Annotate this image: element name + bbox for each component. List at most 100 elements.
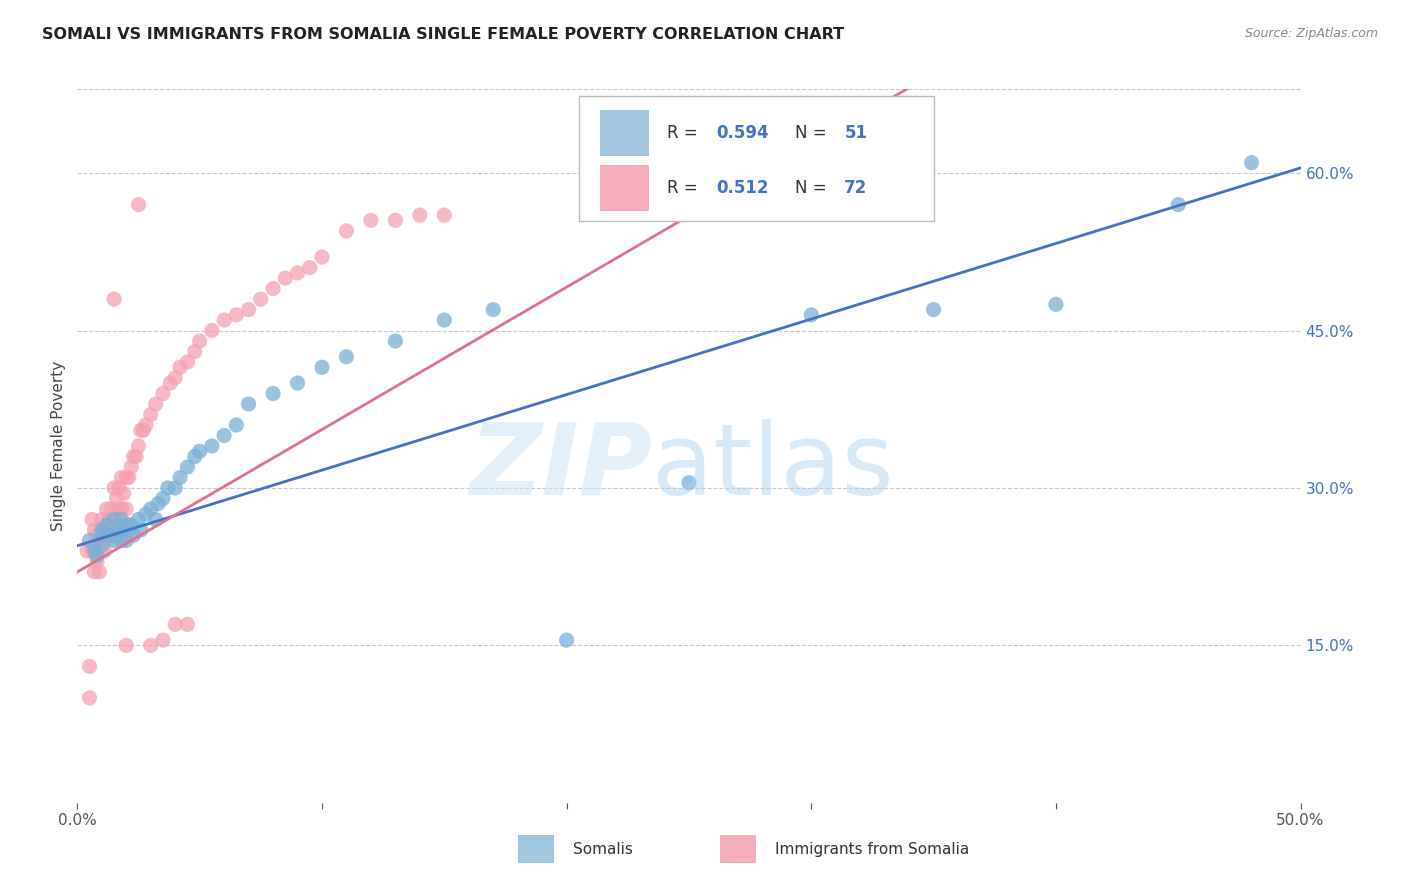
Point	[152, 386, 174, 401]
Point	[83, 523, 105, 537]
Point	[120, 460, 142, 475]
Point	[103, 292, 125, 306]
Point	[311, 360, 333, 375]
Point	[115, 502, 138, 516]
Point	[165, 617, 187, 632]
Point	[103, 481, 125, 495]
Point	[103, 512, 125, 526]
Point	[132, 423, 155, 437]
Point	[83, 565, 105, 579]
Point	[262, 386, 284, 401]
Point	[135, 417, 157, 432]
Text: 0.512: 0.512	[716, 179, 768, 197]
Point	[169, 360, 191, 375]
Point	[482, 302, 505, 317]
Point	[122, 450, 145, 464]
Point	[105, 523, 128, 537]
Text: R =: R =	[666, 179, 703, 197]
Point	[115, 470, 138, 484]
Point	[298, 260, 321, 275]
Point	[139, 502, 162, 516]
Point	[98, 523, 121, 537]
Point	[79, 659, 101, 673]
Point	[212, 428, 235, 442]
Bar	[599, 165, 648, 211]
Point	[156, 481, 179, 495]
Point	[225, 308, 247, 322]
Point	[165, 481, 187, 495]
Bar	[599, 110, 648, 156]
Bar	[720, 835, 756, 863]
Point	[433, 208, 456, 222]
Point	[93, 523, 115, 537]
Text: ZIP: ZIP	[470, 419, 652, 516]
Point	[115, 517, 138, 532]
Text: Somalis: Somalis	[572, 842, 633, 856]
Text: Source: ZipAtlas.com: Source: ZipAtlas.com	[1244, 27, 1378, 40]
Point	[103, 523, 125, 537]
Point	[100, 502, 122, 516]
Point	[555, 633, 578, 648]
Text: N =: N =	[796, 179, 832, 197]
Point	[125, 450, 148, 464]
Text: Immigrants from Somalia: Immigrants from Somalia	[775, 842, 969, 856]
Point	[118, 470, 141, 484]
Point	[108, 502, 131, 516]
Text: N =: N =	[796, 124, 832, 142]
Point	[90, 523, 112, 537]
FancyBboxPatch shape	[579, 96, 934, 221]
Point	[1045, 297, 1067, 311]
Text: 72: 72	[844, 179, 868, 197]
Point	[287, 266, 309, 280]
Text: 0.594: 0.594	[716, 124, 769, 142]
Point	[1240, 155, 1263, 169]
Point	[152, 633, 174, 648]
Point	[139, 408, 162, 422]
Point	[79, 533, 101, 548]
Point	[360, 213, 382, 227]
Point	[165, 371, 187, 385]
Point	[110, 533, 132, 548]
Point	[98, 512, 121, 526]
Point	[1167, 197, 1189, 211]
Point	[98, 528, 121, 542]
Point	[335, 350, 357, 364]
Point	[262, 282, 284, 296]
Point	[188, 334, 211, 348]
Point	[86, 528, 108, 542]
Point	[118, 523, 141, 537]
Point	[384, 334, 406, 348]
Point	[184, 450, 207, 464]
Point	[90, 539, 112, 553]
Point	[105, 491, 128, 506]
Point	[76, 544, 98, 558]
Point	[146, 497, 169, 511]
Point	[110, 502, 132, 516]
Point	[128, 439, 150, 453]
Point	[188, 444, 211, 458]
Y-axis label: Single Female Poverty: Single Female Poverty	[51, 361, 66, 531]
Point	[112, 523, 135, 537]
Point	[145, 512, 167, 526]
Point	[108, 523, 131, 537]
Point	[96, 502, 118, 516]
Point	[678, 475, 700, 490]
Point	[409, 208, 432, 222]
Point	[100, 528, 122, 542]
Text: SOMALI VS IMMIGRANTS FROM SOMALIA SINGLE FEMALE POVERTY CORRELATION CHART: SOMALI VS IMMIGRANTS FROM SOMALIA SINGLE…	[42, 27, 845, 42]
Point	[83, 544, 105, 558]
Point	[108, 481, 131, 495]
Point	[176, 460, 198, 475]
Point	[152, 491, 174, 506]
Point	[176, 617, 198, 632]
Point	[128, 512, 150, 526]
Point	[201, 324, 224, 338]
Point	[86, 554, 108, 568]
Point	[112, 517, 135, 532]
Point	[176, 355, 198, 369]
Text: R =: R =	[666, 124, 703, 142]
Point	[79, 690, 101, 705]
Point	[96, 517, 118, 532]
Point	[96, 533, 118, 548]
Point	[250, 292, 273, 306]
